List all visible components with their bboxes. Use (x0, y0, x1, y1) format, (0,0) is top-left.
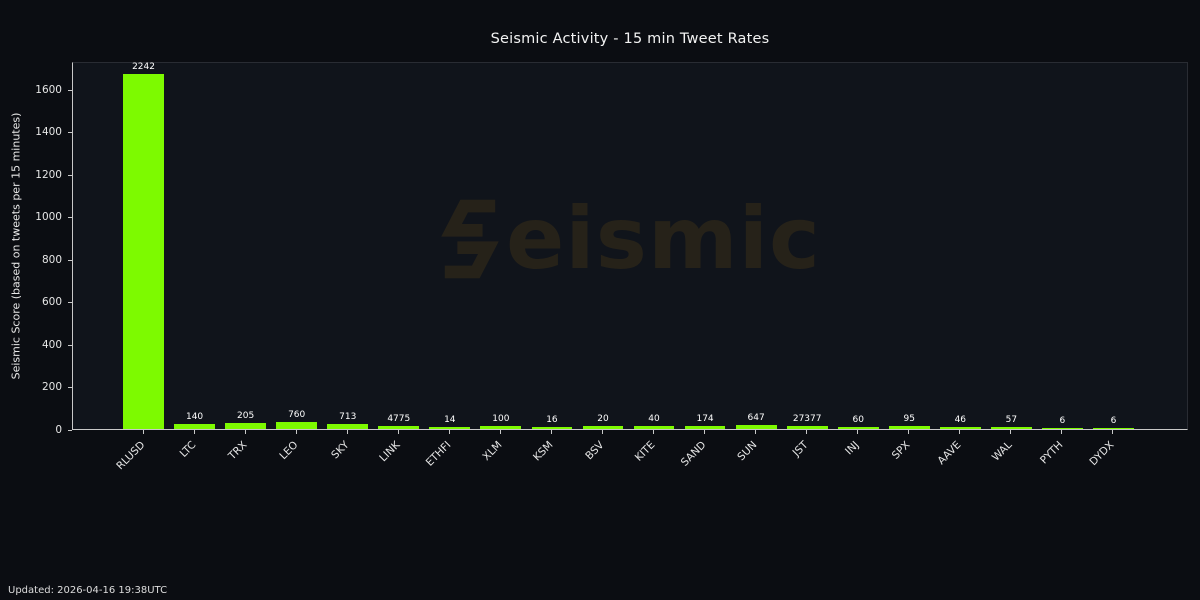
bar-pyth (1042, 428, 1083, 429)
x-tick-mark (806, 430, 808, 434)
bar-value-label: 140 (185, 412, 204, 422)
x-tick-mark (653, 430, 655, 434)
bar-kite (633, 426, 675, 429)
bar-value-label: 46 (954, 415, 967, 425)
x-tick-mark (1112, 430, 1114, 434)
bar-value-label: 4775 (387, 414, 411, 424)
bar-jst (786, 426, 828, 429)
bar-value-label: 6 (1059, 416, 1066, 426)
bar-value-label: 174 (696, 414, 714, 424)
y-tick-label: 1600 (35, 83, 62, 96)
x-tick-mark (244, 430, 246, 434)
bar-sky (327, 424, 369, 429)
y-tick-mark (68, 259, 72, 261)
bar-leo (276, 422, 318, 429)
updated-timestamp: Updated: 2026-04-16 19:38UTC (8, 585, 168, 596)
y-tick-mark (68, 217, 72, 219)
bar-inj (837, 427, 879, 429)
bar-value-label: 713 (339, 412, 357, 422)
y-tick-mark (68, 387, 72, 388)
bar-value-label: 57 (1005, 415, 1018, 425)
bar-value-label: 760 (288, 410, 306, 420)
y-tick-label: 800 (41, 253, 62, 266)
bar-value-label: 95 (903, 414, 915, 424)
x-tick-mark (448, 430, 450, 434)
y-tick-label: 0 (55, 423, 62, 436)
x-tick-mark (601, 430, 603, 434)
y-tick-mark (68, 344, 72, 346)
y-tick-label: 400 (41, 338, 62, 351)
bar-value-label: 27377 (792, 414, 822, 424)
x-tick-mark (755, 430, 757, 434)
x-tick-mark (193, 430, 195, 434)
y-tick-label: 1000 (35, 211, 62, 224)
bar-xlm (480, 426, 522, 429)
bar-link (378, 426, 420, 429)
x-tick-mark (550, 430, 552, 434)
bar-wal (990, 427, 1032, 429)
bar-value-label: 6 (1110, 416, 1117, 426)
x-tick-mark (142, 430, 144, 434)
watermark: eismic (439, 189, 821, 289)
bar-bsv (582, 426, 624, 429)
bar-aave (939, 427, 981, 429)
bar-value-label: 2242 (132, 62, 155, 72)
bar-spx (888, 426, 930, 429)
x-tick-mark (1010, 430, 1012, 434)
y-tick-mark (68, 174, 72, 176)
bar-sand (684, 426, 726, 429)
y-tick-label: 1200 (35, 168, 62, 181)
x-tick-mark (857, 430, 859, 434)
y-tick-mark (68, 429, 72, 431)
plot-area: eismic 2242 140 205 760 713 4775 14 100 16 20 40 17… (72, 62, 1188, 430)
chart-title: Seismic Activity - 15 min Tweet Rates (490, 31, 770, 47)
watermark-text: eismic (505, 188, 822, 289)
y-tick-mark (68, 302, 72, 304)
seismic-s-logo-icon (441, 199, 499, 278)
y-tick-label: 1400 (35, 126, 62, 139)
bar-dydx (1093, 428, 1134, 429)
x-tick-mark (704, 430, 706, 434)
x-tick-mark (397, 430, 399, 434)
bar-value-label: 14 (444, 415, 456, 425)
bar-trx (225, 423, 267, 429)
bar-ltc (174, 424, 215, 429)
bar-ethfi (429, 427, 471, 429)
x-tick-mark (295, 430, 297, 434)
x-tick-mark (1061, 430, 1063, 434)
bar-value-label: 16 (546, 415, 558, 425)
bar-value-label: 647 (747, 413, 765, 423)
x-tick-mark (959, 430, 961, 434)
bar-value-label: 205 (237, 411, 255, 421)
bar-ksm (531, 427, 573, 429)
bar-value-label: 20 (597, 414, 609, 424)
bar-rlusd (123, 74, 164, 429)
y-tick-label: 600 (41, 296, 62, 309)
y-tick-mark (68, 89, 72, 91)
y-tick-label: 200 (41, 381, 62, 393)
bar-value-label: 60 (852, 415, 864, 425)
bar-value-label: 40 (648, 414, 660, 424)
y-tick-mark (68, 132, 72, 134)
bar-sun (735, 425, 777, 429)
x-tick-mark (499, 430, 501, 434)
x-tick-mark (908, 430, 910, 434)
x-tick-mark (346, 430, 348, 434)
bar-value-label: 100 (492, 414, 510, 424)
